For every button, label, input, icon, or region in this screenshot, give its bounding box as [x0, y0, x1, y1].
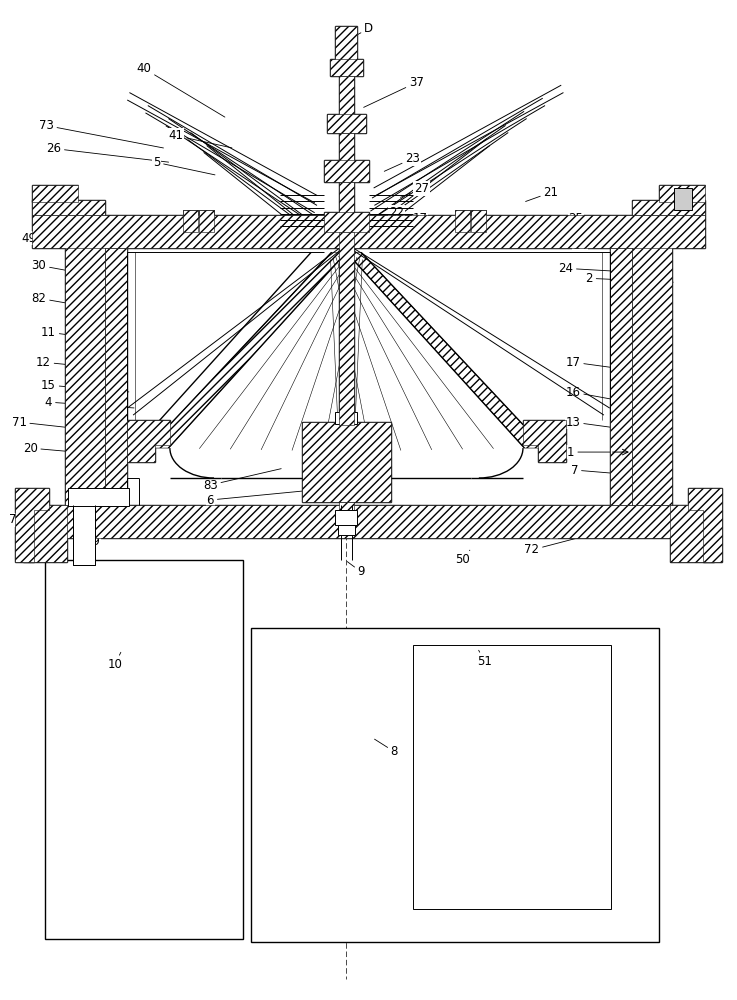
Polygon shape: [339, 133, 354, 162]
Text: 24: 24: [558, 262, 632, 275]
Text: 74: 74: [10, 495, 27, 526]
Text: 37: 37: [363, 76, 424, 107]
Text: 10: 10: [108, 652, 122, 671]
Polygon shape: [32, 215, 705, 248]
Text: 17: 17: [386, 212, 427, 225]
Polygon shape: [32, 200, 105, 215]
Bar: [338, 525, 355, 535]
Bar: [69, 488, 129, 506]
Polygon shape: [148, 252, 346, 448]
Text: 82: 82: [32, 292, 117, 312]
Bar: [335, 510, 357, 525]
Text: 7: 7: [570, 464, 632, 477]
Bar: [335, 412, 357, 424]
Polygon shape: [324, 212, 368, 232]
Text: 16: 16: [565, 386, 615, 400]
Bar: [45, 560, 243, 939]
Text: 41: 41: [168, 129, 232, 148]
Text: 1: 1: [567, 446, 629, 459]
Polygon shape: [455, 210, 470, 232]
Text: 48: 48: [80, 474, 107, 489]
Text: 2: 2: [585, 272, 673, 285]
Text: 72: 72: [524, 536, 587, 556]
Text: 73: 73: [39, 119, 164, 148]
Text: 4: 4: [45, 396, 134, 409]
Text: 46: 46: [76, 550, 91, 566]
Polygon shape: [659, 185, 705, 202]
Text: 12: 12: [36, 356, 122, 370]
Text: 3: 3: [551, 522, 605, 538]
Polygon shape: [105, 248, 128, 505]
Polygon shape: [66, 220, 105, 505]
Text: 8: 8: [374, 739, 398, 758]
Polygon shape: [632, 200, 705, 215]
Text: 25: 25: [568, 212, 649, 225]
Polygon shape: [335, 26, 357, 61]
Polygon shape: [329, 59, 363, 76]
Polygon shape: [128, 420, 170, 462]
Bar: [413, 645, 611, 909]
Polygon shape: [609, 248, 632, 505]
Text: 51: 51: [478, 650, 492, 668]
Text: 59: 59: [85, 530, 100, 548]
Text: 49: 49: [21, 232, 60, 245]
Text: D: D: [349, 22, 373, 39]
Text: 27: 27: [400, 182, 429, 197]
Polygon shape: [15, 488, 49, 562]
Bar: [674, 188, 692, 210]
Bar: [73, 505, 95, 565]
Text: 21: 21: [525, 186, 559, 201]
Text: 83: 83: [203, 469, 282, 492]
Text: 14: 14: [573, 239, 652, 252]
Text: 15: 15: [41, 379, 129, 392]
Text: 17: 17: [565, 356, 615, 369]
Polygon shape: [632, 220, 671, 505]
Polygon shape: [339, 76, 354, 116]
Polygon shape: [339, 502, 354, 510]
Text: 30: 30: [32, 259, 107, 278]
Text: 47: 47: [24, 515, 39, 544]
Polygon shape: [346, 252, 545, 448]
Polygon shape: [23, 505, 67, 562]
Polygon shape: [670, 505, 714, 562]
Polygon shape: [183, 210, 198, 232]
Polygon shape: [32, 185, 78, 202]
Text: 5: 5: [153, 156, 215, 175]
Polygon shape: [339, 232, 354, 425]
Polygon shape: [523, 420, 565, 462]
Text: 23: 23: [384, 152, 420, 171]
Polygon shape: [199, 210, 214, 232]
Polygon shape: [472, 210, 486, 232]
Bar: [251, 628, 659, 942]
Text: 13: 13: [565, 416, 615, 429]
Polygon shape: [326, 114, 366, 133]
Text: 20: 20: [23, 442, 107, 455]
Text: 71: 71: [12, 416, 107, 432]
Text: 40: 40: [136, 62, 225, 117]
Text: 26: 26: [46, 142, 169, 162]
Text: 6: 6: [206, 490, 310, 506]
Polygon shape: [34, 505, 699, 538]
Text: 9: 9: [347, 562, 365, 578]
Text: 11: 11: [41, 326, 122, 342]
Polygon shape: [324, 160, 368, 182]
Polygon shape: [339, 182, 354, 215]
Polygon shape: [688, 488, 722, 562]
Polygon shape: [302, 422, 391, 502]
Text: 50: 50: [455, 550, 470, 566]
Text: 22: 22: [375, 206, 404, 219]
